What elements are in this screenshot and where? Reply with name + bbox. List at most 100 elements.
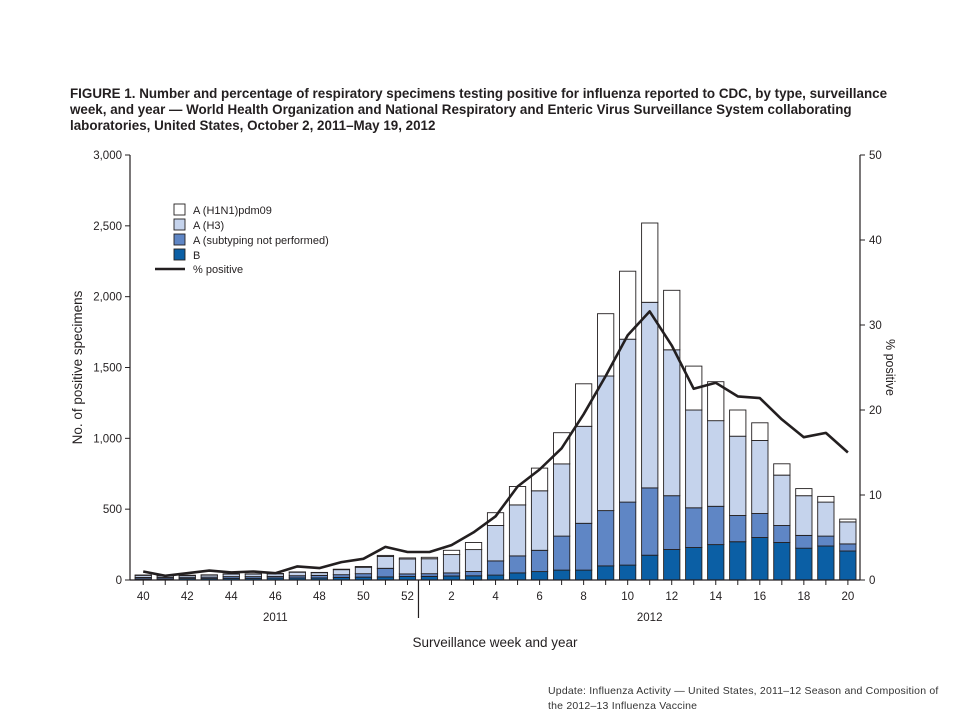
bar-segment xyxy=(641,554,659,581)
y2-tick-label: 20 xyxy=(869,405,882,417)
bar-segment xyxy=(795,547,813,581)
bar-segment xyxy=(773,463,791,476)
year-label: 2011 xyxy=(263,612,288,624)
bar-segment xyxy=(530,490,549,551)
bar-segment xyxy=(530,467,549,492)
percent-positive-line-group xyxy=(142,310,849,578)
x-tick-label: 50 xyxy=(357,591,370,603)
bar-segment xyxy=(376,554,395,557)
bar-stack-group xyxy=(134,222,857,581)
bar-segment xyxy=(619,338,637,503)
bar-segment xyxy=(553,463,571,537)
bar-segment xyxy=(597,375,615,512)
bar-segment xyxy=(376,567,395,578)
bar-segment xyxy=(751,422,769,441)
bar-segment xyxy=(663,349,681,497)
bar-segment xyxy=(310,575,328,579)
legend-label: % positive xyxy=(193,264,243,276)
x-tick-label: 42 xyxy=(181,591,194,603)
bar-segment xyxy=(619,564,637,581)
x-tick-label: 20 xyxy=(841,591,854,603)
bar-segment xyxy=(486,574,505,581)
legend: A (H1N1)pdm09 A (H3) A (subtyping not perf… xyxy=(155,203,329,276)
bar-segment xyxy=(839,550,857,581)
figure-title: FIGURE 1. Number and percentage of respi… xyxy=(70,86,888,133)
bar-segment xyxy=(795,534,813,549)
y-tick-label: 2,500 xyxy=(93,221,122,233)
x-tick-label: 10 xyxy=(621,591,634,603)
axes: 0 500 1,000 1,500 2,000 2,500 3,000 0 10 20 30 40 50… xyxy=(70,150,897,650)
x-tick-label: 6 xyxy=(536,591,542,603)
bar-segment xyxy=(663,495,681,550)
bar-segment xyxy=(575,522,593,571)
bar-segment xyxy=(398,557,417,560)
y-tick-label: 1,500 xyxy=(93,363,122,375)
bar-segment xyxy=(508,572,527,581)
y2-tick-label: 50 xyxy=(869,150,882,162)
bar-segment xyxy=(751,537,769,581)
y2-tick-label: 10 xyxy=(869,490,882,502)
bar-segment xyxy=(641,301,659,489)
bar-segment xyxy=(751,512,769,538)
legend-swatch xyxy=(173,203,186,216)
x-tick-label: 52 xyxy=(401,591,414,603)
bar-segment xyxy=(641,222,659,303)
bar-segment xyxy=(707,420,725,507)
bar-segment xyxy=(685,409,703,509)
legend-label: A (H1N1)pdm09 xyxy=(193,205,272,217)
bar-segment xyxy=(288,571,306,577)
bar-segment xyxy=(707,505,725,546)
bar-segment xyxy=(420,558,439,575)
bar-segment xyxy=(597,510,615,567)
legend-swatch xyxy=(173,218,186,231)
bar-segment xyxy=(619,501,637,566)
bar-segment xyxy=(486,560,505,576)
bar-segment xyxy=(486,512,505,526)
bar-segment xyxy=(332,569,351,576)
bar-segment xyxy=(575,383,593,427)
bar-segment xyxy=(817,545,835,581)
bar-segment xyxy=(530,549,549,573)
bar-segment xyxy=(795,488,813,497)
bar-segment xyxy=(751,440,769,514)
x-tick-label: 44 xyxy=(225,591,238,603)
x-tick-label: 4 xyxy=(492,591,499,603)
x-tick-label: 14 xyxy=(709,591,722,603)
bar-segment xyxy=(398,558,417,575)
y2-tick-label: 30 xyxy=(869,320,882,332)
bar-segment xyxy=(685,507,703,548)
y2-tick-label: 40 xyxy=(869,235,882,247)
bar-segment xyxy=(553,569,571,581)
y-tick-label: 0 xyxy=(116,575,122,587)
figure-caption: Update: Influenza Activity — United Stat… xyxy=(548,685,939,712)
bar-segment xyxy=(530,571,549,581)
bar-segment xyxy=(575,569,593,581)
bar-segment xyxy=(464,549,483,572)
bar-segment xyxy=(619,270,637,340)
bar-segment xyxy=(685,546,703,581)
bar-segment xyxy=(464,571,483,577)
chart: 0 500 1,000 1,500 2,000 2,500 3,000 0 10 20 30 40 50… xyxy=(70,150,897,650)
bar-segment xyxy=(354,566,373,568)
y-tick-label: 3,000 xyxy=(93,150,122,162)
bar-segment xyxy=(508,555,527,574)
y-axis-title: No. of positive specimens xyxy=(70,290,85,444)
bar-segment xyxy=(817,535,835,547)
x-tick-label: 12 xyxy=(665,591,678,603)
legend-label: B xyxy=(193,250,200,262)
y-tick-label: 2,000 xyxy=(93,292,122,304)
x-axis-title: Surveillance week and year xyxy=(412,635,578,650)
bar-segment xyxy=(839,518,857,523)
bar-segment xyxy=(795,495,813,536)
bar-segment xyxy=(707,544,725,581)
bar-segment xyxy=(663,549,681,581)
bar-segment xyxy=(508,504,527,557)
bar-segment xyxy=(575,425,593,524)
y-tick-label: 1,000 xyxy=(93,433,122,445)
bar-segment xyxy=(839,521,857,545)
bar-segment xyxy=(442,572,461,577)
bar-segment xyxy=(464,542,483,551)
bar-segment xyxy=(773,542,791,581)
legend-swatch xyxy=(173,248,186,261)
bar-segment xyxy=(773,525,791,543)
